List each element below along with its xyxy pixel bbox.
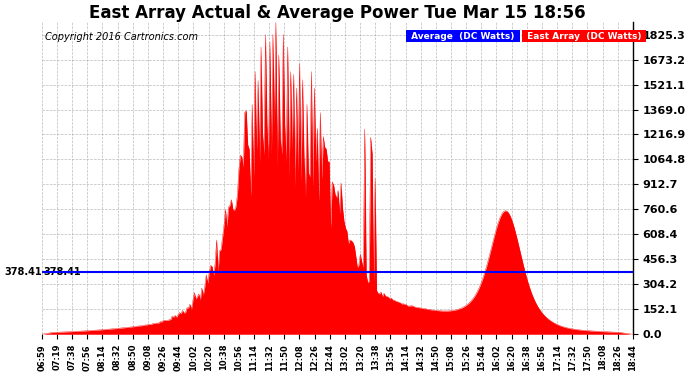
Title: East Array Actual & Average Power Tue Mar 15 18:56: East Array Actual & Average Power Tue Ma… — [89, 4, 586, 22]
Text: East Array  (DC Watts): East Array (DC Watts) — [524, 32, 644, 41]
Text: Copyright 2016 Cartronics.com: Copyright 2016 Cartronics.com — [45, 32, 198, 42]
Text: Average  (DC Watts): Average (DC Watts) — [408, 32, 518, 41]
Text: 378.41: 378.41 — [43, 267, 81, 277]
Text: 378.41: 378.41 — [4, 267, 42, 277]
